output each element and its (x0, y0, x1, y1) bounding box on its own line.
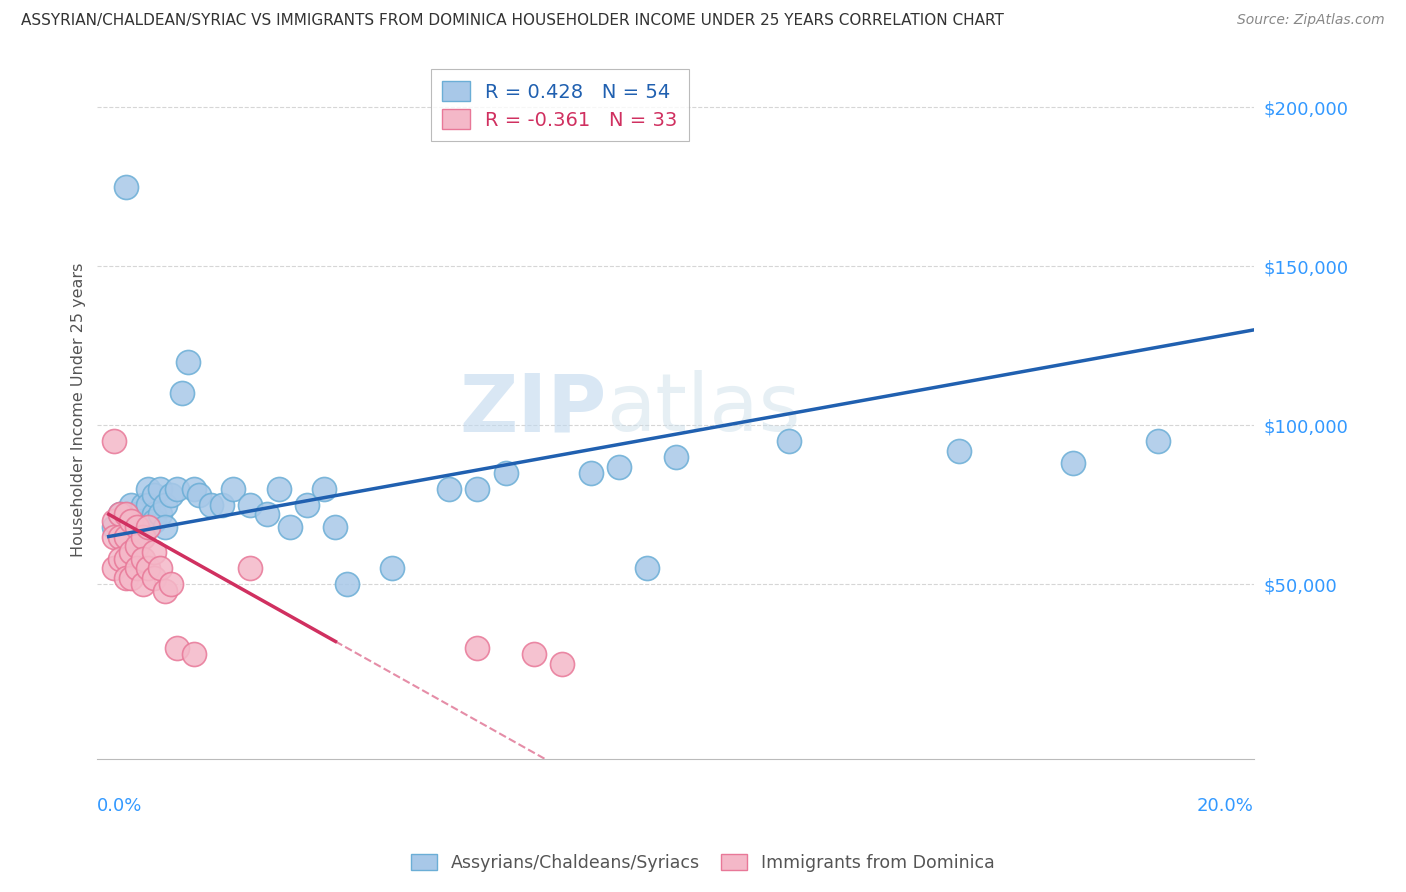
Point (1062, 457, 1084, 471)
Point (336, 577, 359, 591)
Point (114, 508, 136, 522)
Point (108, 529, 131, 543)
Point (149, 482, 172, 496)
Point (381, 561, 404, 575)
Point (177, 354, 200, 368)
Point (665, 450, 688, 464)
Point (437, 482, 460, 496)
Point (160, 577, 183, 591)
Point (222, 482, 245, 496)
Point (138, 498, 160, 512)
Text: 20.0%: 20.0% (1197, 797, 1254, 815)
Point (125, 539, 148, 553)
Point (131, 551, 153, 566)
Legend: Assyrians/Chaldeans/Syriacs, Immigrants from Dominica: Assyrians/Chaldeans/Syriacs, Immigrants … (405, 847, 1001, 879)
Point (120, 514, 142, 528)
Point (131, 577, 153, 591)
Point (131, 520, 153, 534)
Point (183, 647, 205, 661)
Point (114, 520, 136, 534)
Point (778, 434, 800, 449)
Text: Source: ZipAtlas.com: Source: ZipAtlas.com (1237, 13, 1385, 28)
Point (103, 529, 125, 543)
Point (325, 520, 347, 534)
Point (160, 488, 183, 502)
Point (131, 529, 153, 543)
Text: 0.0%: 0.0% (97, 797, 143, 815)
Point (149, 508, 172, 522)
Point (143, 514, 166, 528)
Point (465, 640, 488, 655)
Point (155, 520, 177, 534)
Point (120, 498, 142, 512)
Point (108, 508, 131, 522)
Point (278, 520, 301, 534)
Point (131, 498, 153, 512)
Point (948, 443, 970, 458)
Text: atlas: atlas (606, 370, 800, 449)
Point (211, 498, 233, 512)
Point (103, 520, 125, 534)
Point (138, 561, 160, 575)
Point (256, 508, 278, 522)
Point (551, 657, 574, 671)
Point (120, 545, 142, 559)
Point (1146, 434, 1168, 449)
Point (125, 529, 148, 543)
Point (114, 508, 136, 522)
Point (131, 514, 153, 528)
Y-axis label: Householder Income Under 25 years: Householder Income Under 25 years (72, 262, 86, 557)
Point (114, 551, 136, 566)
Point (295, 498, 318, 512)
Point (155, 498, 177, 512)
Point (188, 488, 211, 502)
Text: ZIP: ZIP (458, 370, 606, 449)
Point (495, 466, 517, 480)
Point (114, 571, 136, 585)
Point (523, 647, 546, 661)
Point (200, 498, 222, 512)
Point (239, 498, 262, 512)
Point (166, 482, 188, 496)
Point (267, 482, 290, 496)
Point (138, 520, 160, 534)
Point (143, 545, 166, 559)
Point (120, 571, 142, 585)
Point (172, 386, 194, 401)
Point (239, 561, 262, 575)
Point (166, 640, 188, 655)
Point (183, 482, 205, 496)
Point (114, 529, 136, 543)
Point (138, 482, 160, 496)
Point (103, 514, 125, 528)
Point (108, 529, 131, 543)
Point (125, 508, 148, 522)
Point (143, 488, 166, 502)
Point (125, 561, 148, 575)
Point (636, 561, 658, 575)
Point (114, 179, 136, 194)
Point (465, 482, 488, 496)
Point (103, 434, 125, 449)
Point (138, 514, 160, 528)
Point (125, 520, 148, 534)
Point (143, 571, 166, 585)
Point (155, 583, 177, 598)
Point (108, 551, 131, 566)
Point (579, 466, 602, 480)
Point (149, 561, 172, 575)
Point (607, 459, 630, 474)
Point (143, 508, 166, 522)
Point (108, 508, 131, 522)
Text: ASSYRIAN/CHALDEAN/SYRIAC VS IMMIGRANTS FROM DOMINICA HOUSEHOLDER INCOME UNDER 25: ASSYRIAN/CHALDEAN/SYRIAC VS IMMIGRANTS F… (21, 13, 1004, 29)
Point (120, 529, 142, 543)
Point (314, 482, 336, 496)
Point (125, 520, 148, 534)
Point (103, 561, 125, 575)
Legend: R = 0.428   N = 54, R = -0.361   N = 33: R = 0.428 N = 54, R = -0.361 N = 33 (430, 70, 689, 142)
Point (120, 514, 142, 528)
